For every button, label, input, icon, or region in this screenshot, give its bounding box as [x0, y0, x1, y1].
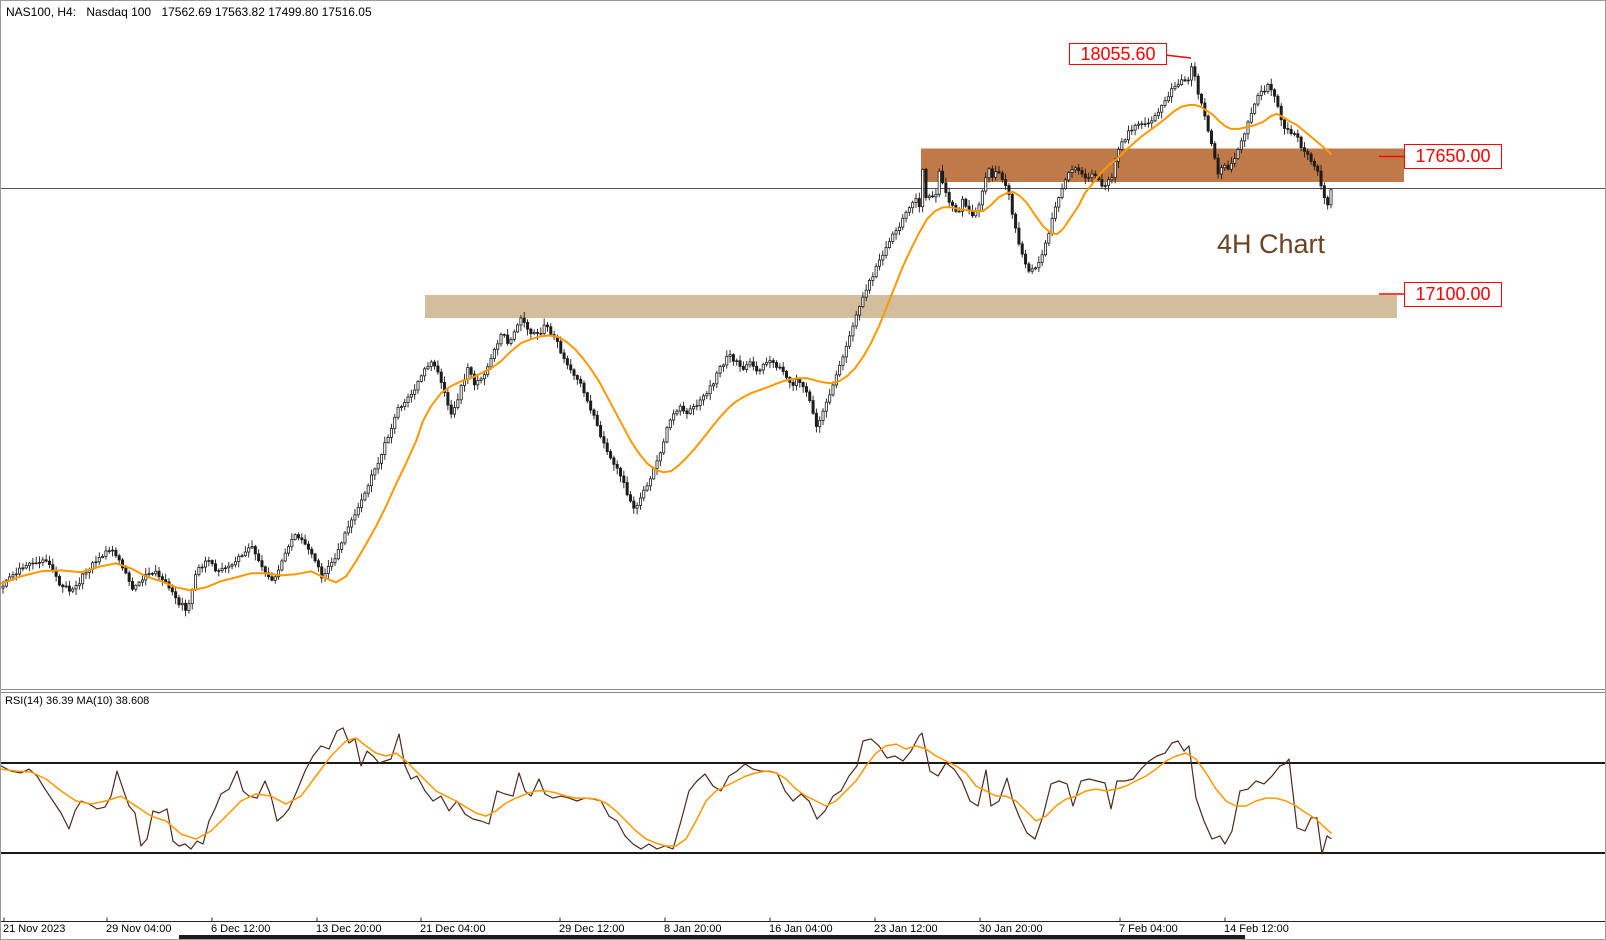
time-axis-label: 14 Feb 12:00 [1224, 923, 1289, 935]
time-axis-label: 8 Jan 20:00 [664, 923, 722, 935]
instrument-name-label: Nasdaq 100 [86, 5, 152, 19]
time-axis-label: 30 Jan 20:00 [979, 923, 1043, 935]
time-axis-label: 21 Nov 2023 [3, 923, 66, 935]
support-zone [425, 295, 1397, 318]
time-axis-label: 29 Dec 12:00 [559, 923, 625, 935]
time-axis-label: 23 Jan 12:00 [874, 923, 938, 935]
time-axis-label: 13 Dec 20:00 [316, 923, 382, 935]
time-axis-label: 6 Dec 12:00 [211, 923, 271, 935]
rsi-indicator-label: RSI(14) 36.39 MA(10) 38.608 [5, 695, 150, 707]
price-label-support-zone[interactable]: 17100.00 [1404, 282, 1502, 307]
chart-ohlc-header: NAS100, H4: Nasdaq 100 17562.69 17563.82… [6, 5, 379, 19]
ohlc-values-label: 17562.69 17563.82 17499.80 17516.05 [161, 5, 372, 19]
price-label-supply-zone[interactable]: 17650.00 [1404, 144, 1502, 169]
time-axis-label: 16 Jan 04:00 [769, 923, 833, 935]
price-label-peak[interactable]: 18055.60 [1069, 43, 1167, 65]
horizontal-scrollbar[interactable] [179, 935, 1245, 939]
panel-divider[interactable] [1, 686, 1605, 695]
symbol-timeframe-label: NAS100, H4: [6, 5, 77, 19]
time-axis-label: 7 Feb 04:00 [1119, 923, 1178, 935]
chart-note-4h[interactable]: 4H Chart [1217, 229, 1326, 259]
time-axis-label: 21 Dec 04:00 [420, 923, 486, 935]
time-axis-label: 29 Nov 04:00 [106, 923, 172, 935]
